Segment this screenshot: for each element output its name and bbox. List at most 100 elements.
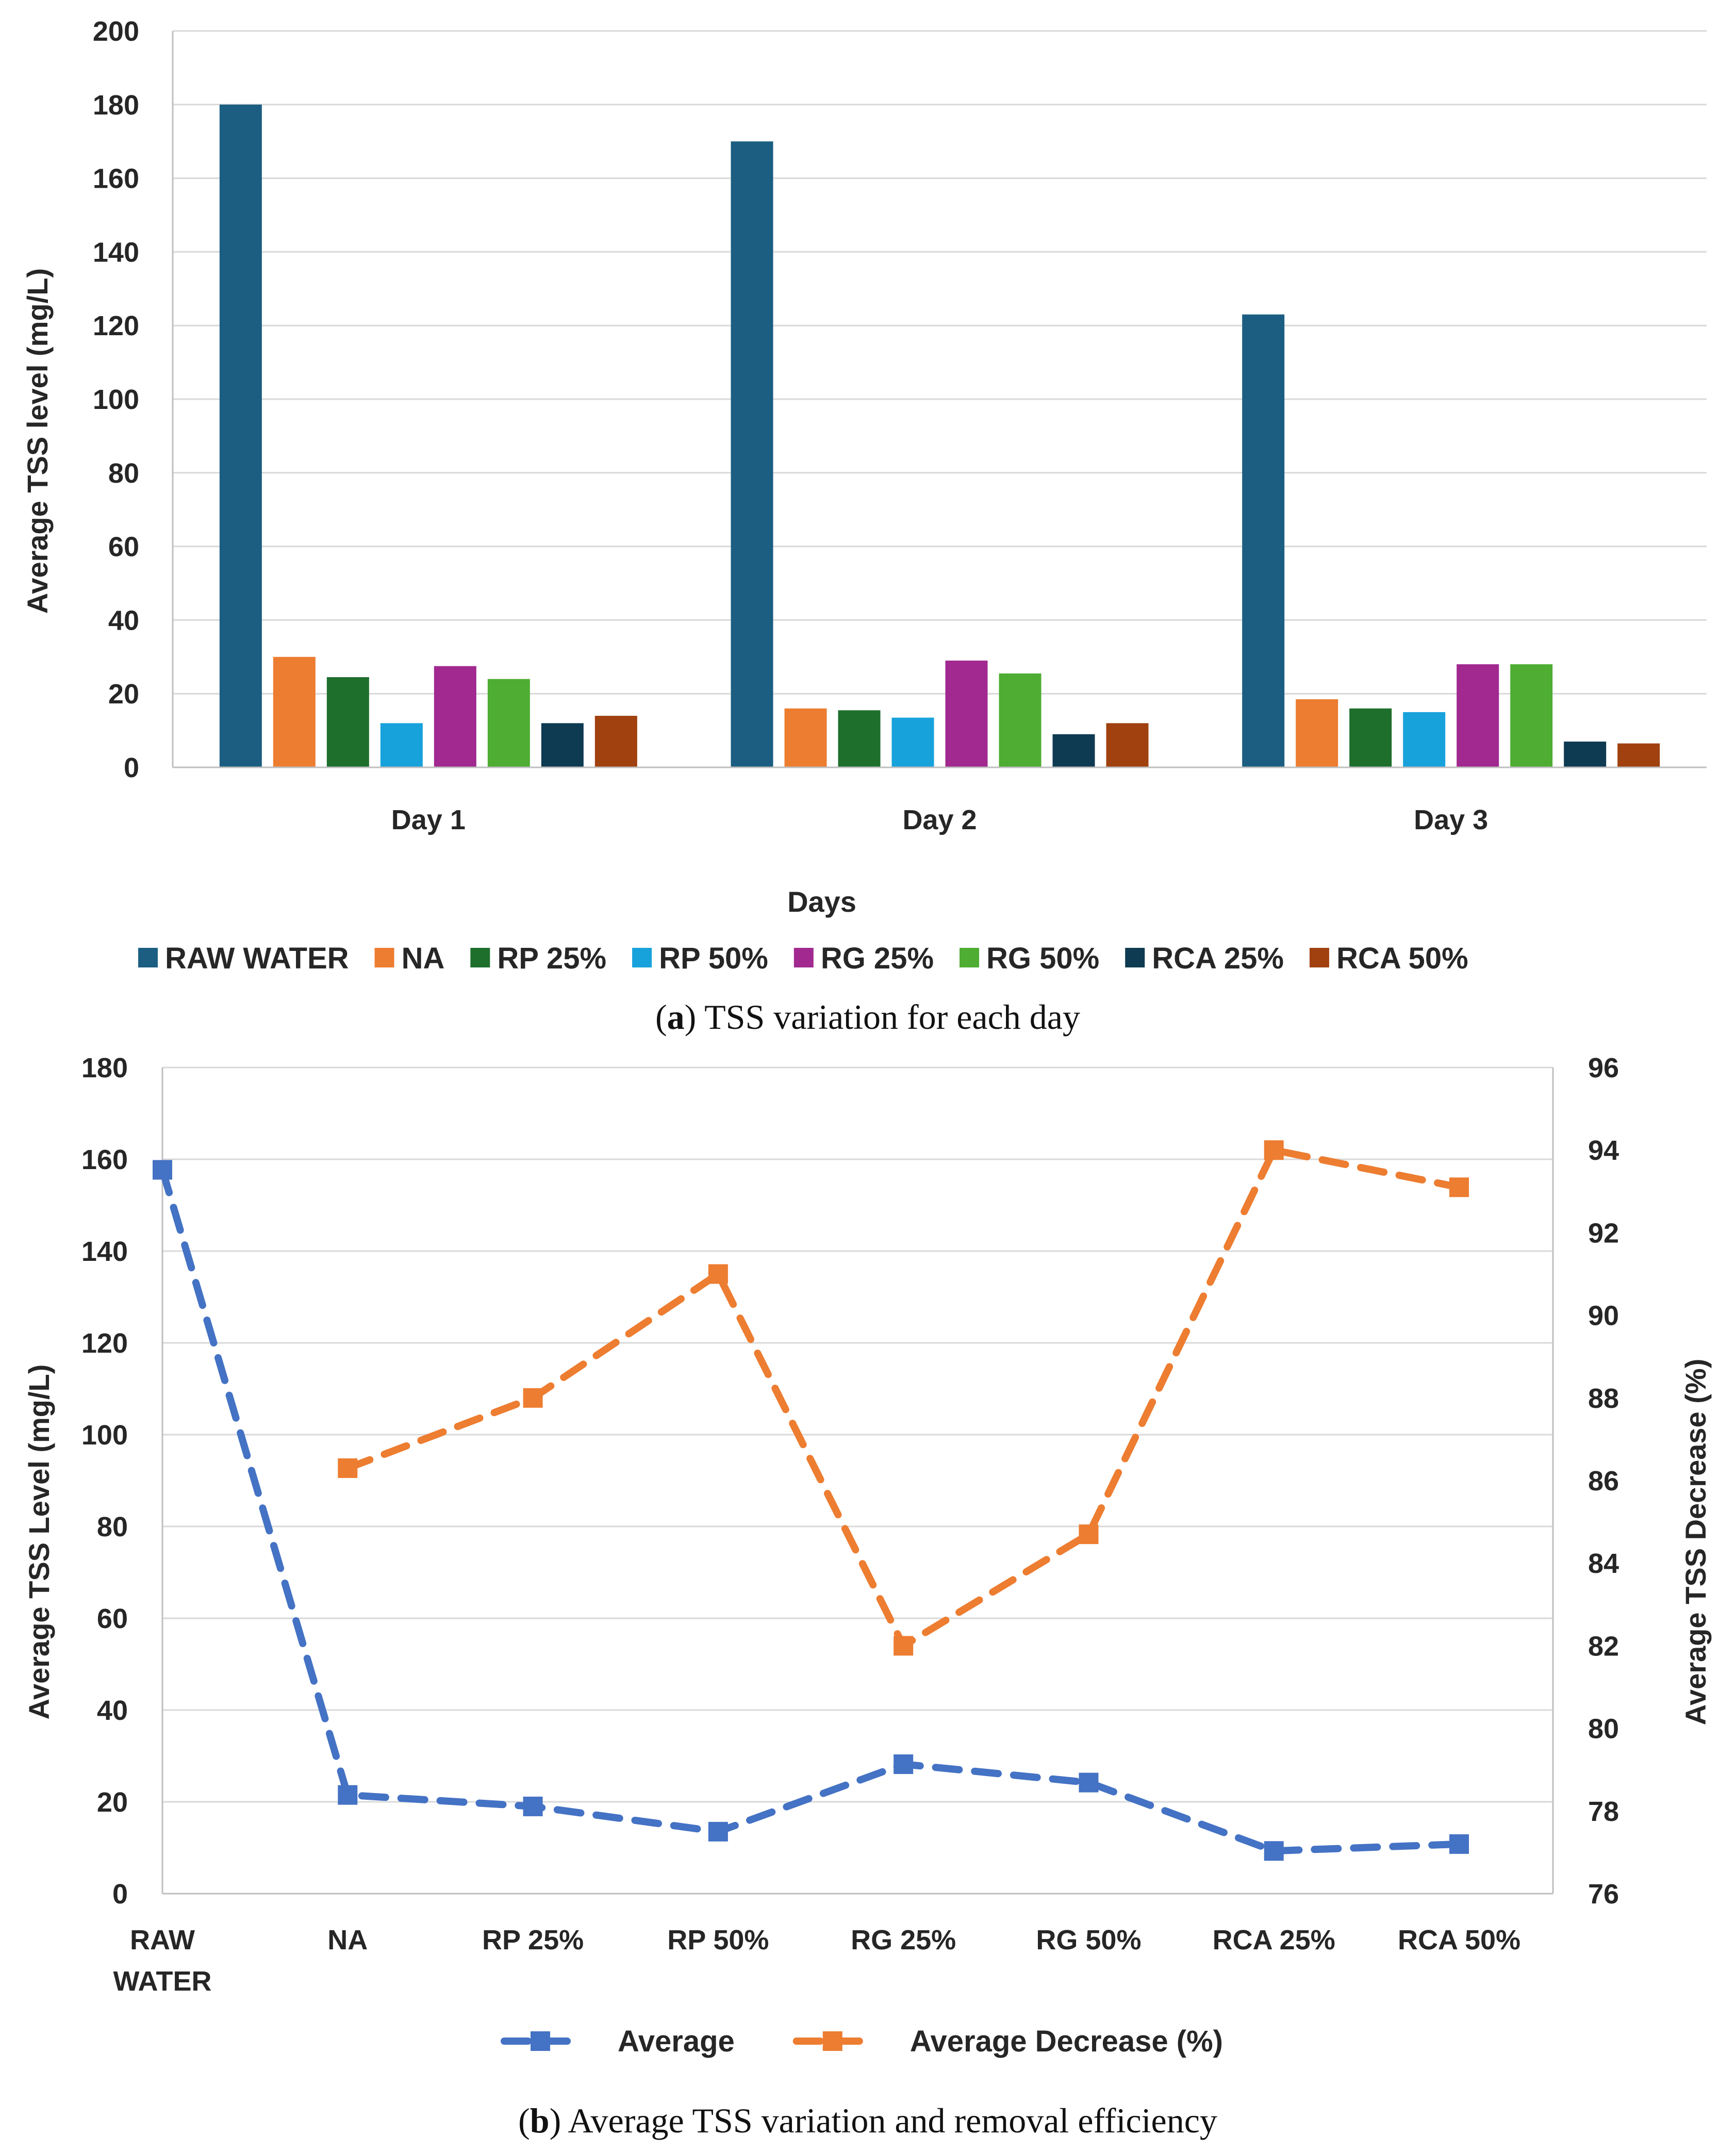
y-tick-label: 200	[93, 16, 139, 47]
legend-swatch-rp-50pct	[632, 948, 652, 967]
x-tick-label-line: NA	[327, 1925, 368, 1956]
panel-b-x-ticks: RAW WATER NA RP 25% RP 50% RG 25% RG 50% RCA 25…	[113, 1925, 1521, 1997]
panel-a-legend: RAW WATER NA RP 25% RP 50% RG 25% RG 50% RCA 2…	[138, 942, 1468, 975]
legend-label-rp-25pct: RP 25%	[497, 942, 606, 975]
point-average-rg-50pct	[1079, 1772, 1099, 1793]
x-tick-label-line: RG 25%	[851, 1925, 956, 1956]
legend-label-rg-25pct: RG 25%	[821, 942, 934, 975]
bar-day-2-rg-50pct	[999, 673, 1041, 767]
panel-b-right-y-axis-title: Average TSS Decrease (%)	[1679, 1359, 1712, 1726]
point-average-decrease-pct-rp-25pct	[523, 1388, 543, 1408]
legend-swatch-rca-25pct	[1125, 948, 1145, 967]
bar-day-3-rg-50pct	[1510, 664, 1553, 767]
bar-day-3-rg-25pct	[1457, 664, 1499, 767]
x-tick-label: RAW WATER	[113, 1925, 212, 1997]
right-y-tick-label: 92	[1588, 1218, 1619, 1249]
series-line-average	[159, 1166, 1463, 1855]
right-y-tick-label: 78	[1588, 1796, 1619, 1827]
panel-b-series-lines	[159, 1146, 1463, 1855]
panel-b-gridlines	[162, 1066, 1553, 1803]
x-tick-label-line: RP 25%	[482, 1925, 584, 1956]
x-tick-label-line: RCA 25%	[1213, 1925, 1335, 1956]
panel-b-series-points	[153, 1140, 1469, 1861]
panel-a-y-axis-title: Average TSS level (mg/L)	[21, 268, 54, 614]
legend-label-rp-50pct: RP 50%	[659, 942, 768, 975]
panel-b-caption-text: Average TSS variation and removal effici…	[561, 2101, 1217, 2140]
bar-day-3-rca-50pct	[1617, 743, 1660, 767]
right-y-tick-label: 82	[1588, 1631, 1619, 1662]
panel-a-axes	[172, 31, 1707, 768]
legend-swatch-rp-25pct	[470, 948, 490, 967]
y-tick-label: 160	[93, 163, 139, 194]
left-y-tick-label: 60	[97, 1603, 128, 1634]
bar-day-1-rg-50pct	[487, 679, 530, 767]
panel-b-right-y-ticks: 76 78 80 82 84 86 88 90 92 94 96	[1588, 1053, 1619, 1910]
panel-b-caption-letter: b	[530, 2101, 550, 2140]
legend-label-average-decrease-pct: Average Decrease (%)	[910, 2025, 1223, 2058]
right-y-tick-label: 80	[1588, 1714, 1619, 1745]
x-tick-label: RP 50%	[667, 1925, 769, 1956]
bar-day-3-na	[1296, 699, 1338, 767]
y-tick-label: 60	[108, 532, 139, 563]
bar-day-2-na	[784, 708, 827, 767]
point-average-rca-25pct	[1264, 1841, 1284, 1861]
x-tick-label: Day 2	[902, 804, 977, 835]
panel-a-y-ticks: 0 20 40 60 80 100 120 140 160 180 200	[93, 16, 139, 783]
bar-day-1-na	[273, 656, 316, 767]
left-y-tick-label: 100	[81, 1420, 128, 1451]
point-average-rp-25pct	[523, 1796, 543, 1816]
point-average-rp-50pct	[708, 1821, 728, 1842]
legend-label-average: Average	[618, 2025, 735, 2058]
x-tick-label-line: RCA 50%	[1398, 1925, 1520, 1956]
x-tick-label: RCA 25%	[1213, 1925, 1335, 1956]
series-line-average-decrease-pct	[344, 1146, 1463, 1650]
panel-b-legend: Average Average Decrease (%)	[501, 2025, 1223, 2058]
legend-swatch-rg-25pct	[793, 948, 814, 967]
y-tick-label: 20	[108, 679, 139, 710]
bar-day-1-rg-25pct	[434, 666, 476, 767]
point-average-rca-50pct	[1449, 1834, 1469, 1854]
x-tick-label: RP 25%	[482, 1925, 584, 1956]
right-y-tick-label: 76	[1588, 1879, 1619, 1910]
bar-day-3-raw-water	[1242, 314, 1285, 767]
bar-day-2-rg-25pct	[945, 660, 988, 767]
legend-label-raw-water: RAW WATER	[165, 942, 349, 975]
bar-day-1-rp-50pct	[380, 723, 423, 767]
bar-day-1-rp-25pct	[326, 677, 369, 767]
bar-day-2-raw-water	[731, 141, 773, 768]
panel-a-gridlines	[173, 30, 1707, 695]
panel-a-caption-text: TSS variation for each day	[696, 997, 1080, 1037]
panel-b-line-chart: 0 20 40 60 80 100 120 140 160 180 76 78 80 82 84 86 88 9…	[23, 1053, 1712, 2140]
left-y-tick-label: 20	[97, 1787, 128, 1818]
point-average-decrease-pct-rca-25pct	[1264, 1140, 1284, 1160]
x-tick-label: RCA 50%	[1398, 1925, 1520, 1956]
y-tick-label: 80	[108, 458, 139, 489]
x-tick-label: Day 3	[1414, 804, 1488, 835]
left-y-tick-label: 120	[81, 1328, 128, 1359]
x-tick-label-line: WATER	[113, 1966, 212, 1997]
right-y-tick-label: 86	[1588, 1466, 1619, 1497]
x-tick-label: NA	[327, 1925, 368, 1956]
left-y-tick-label: 0	[112, 1879, 128, 1910]
y-tick-label: 180	[93, 90, 139, 121]
point-average-decrease-pct-rp-50pct	[708, 1264, 728, 1284]
panel-b-left-y-ticks: 0 20 40 60 80 100 120 140 160 180	[81, 1053, 128, 1910]
point-average-decrease-pct-rg-50pct	[1079, 1524, 1099, 1545]
right-y-tick-label: 88	[1588, 1383, 1619, 1414]
y-tick-label: 40	[108, 605, 139, 636]
legend-swatch-na	[374, 948, 394, 967]
bar-day-1-rca-50pct	[594, 716, 637, 767]
panel-a-bars	[219, 104, 1660, 768]
legend-label-rg-50pct: RG 50%	[986, 942, 1099, 975]
legend-swatch-rg-50pct	[960, 948, 980, 967]
panel-b-axes	[161, 1067, 1554, 1895]
x-tick-label: RG 25%	[851, 1925, 956, 1956]
left-y-tick-label: 80	[97, 1512, 128, 1542]
point-average-rg-25pct	[894, 1754, 914, 1775]
legend-marker-average-decrease-pct	[822, 2031, 842, 2051]
x-tick-label: Day 1	[391, 804, 466, 835]
bar-day-3-rp-25pct	[1349, 708, 1392, 767]
panel-b-left-y-axis-title: Average TSS Level (mg/L)	[23, 1365, 55, 1720]
bar-day-3-rca-25pct	[1564, 742, 1607, 767]
